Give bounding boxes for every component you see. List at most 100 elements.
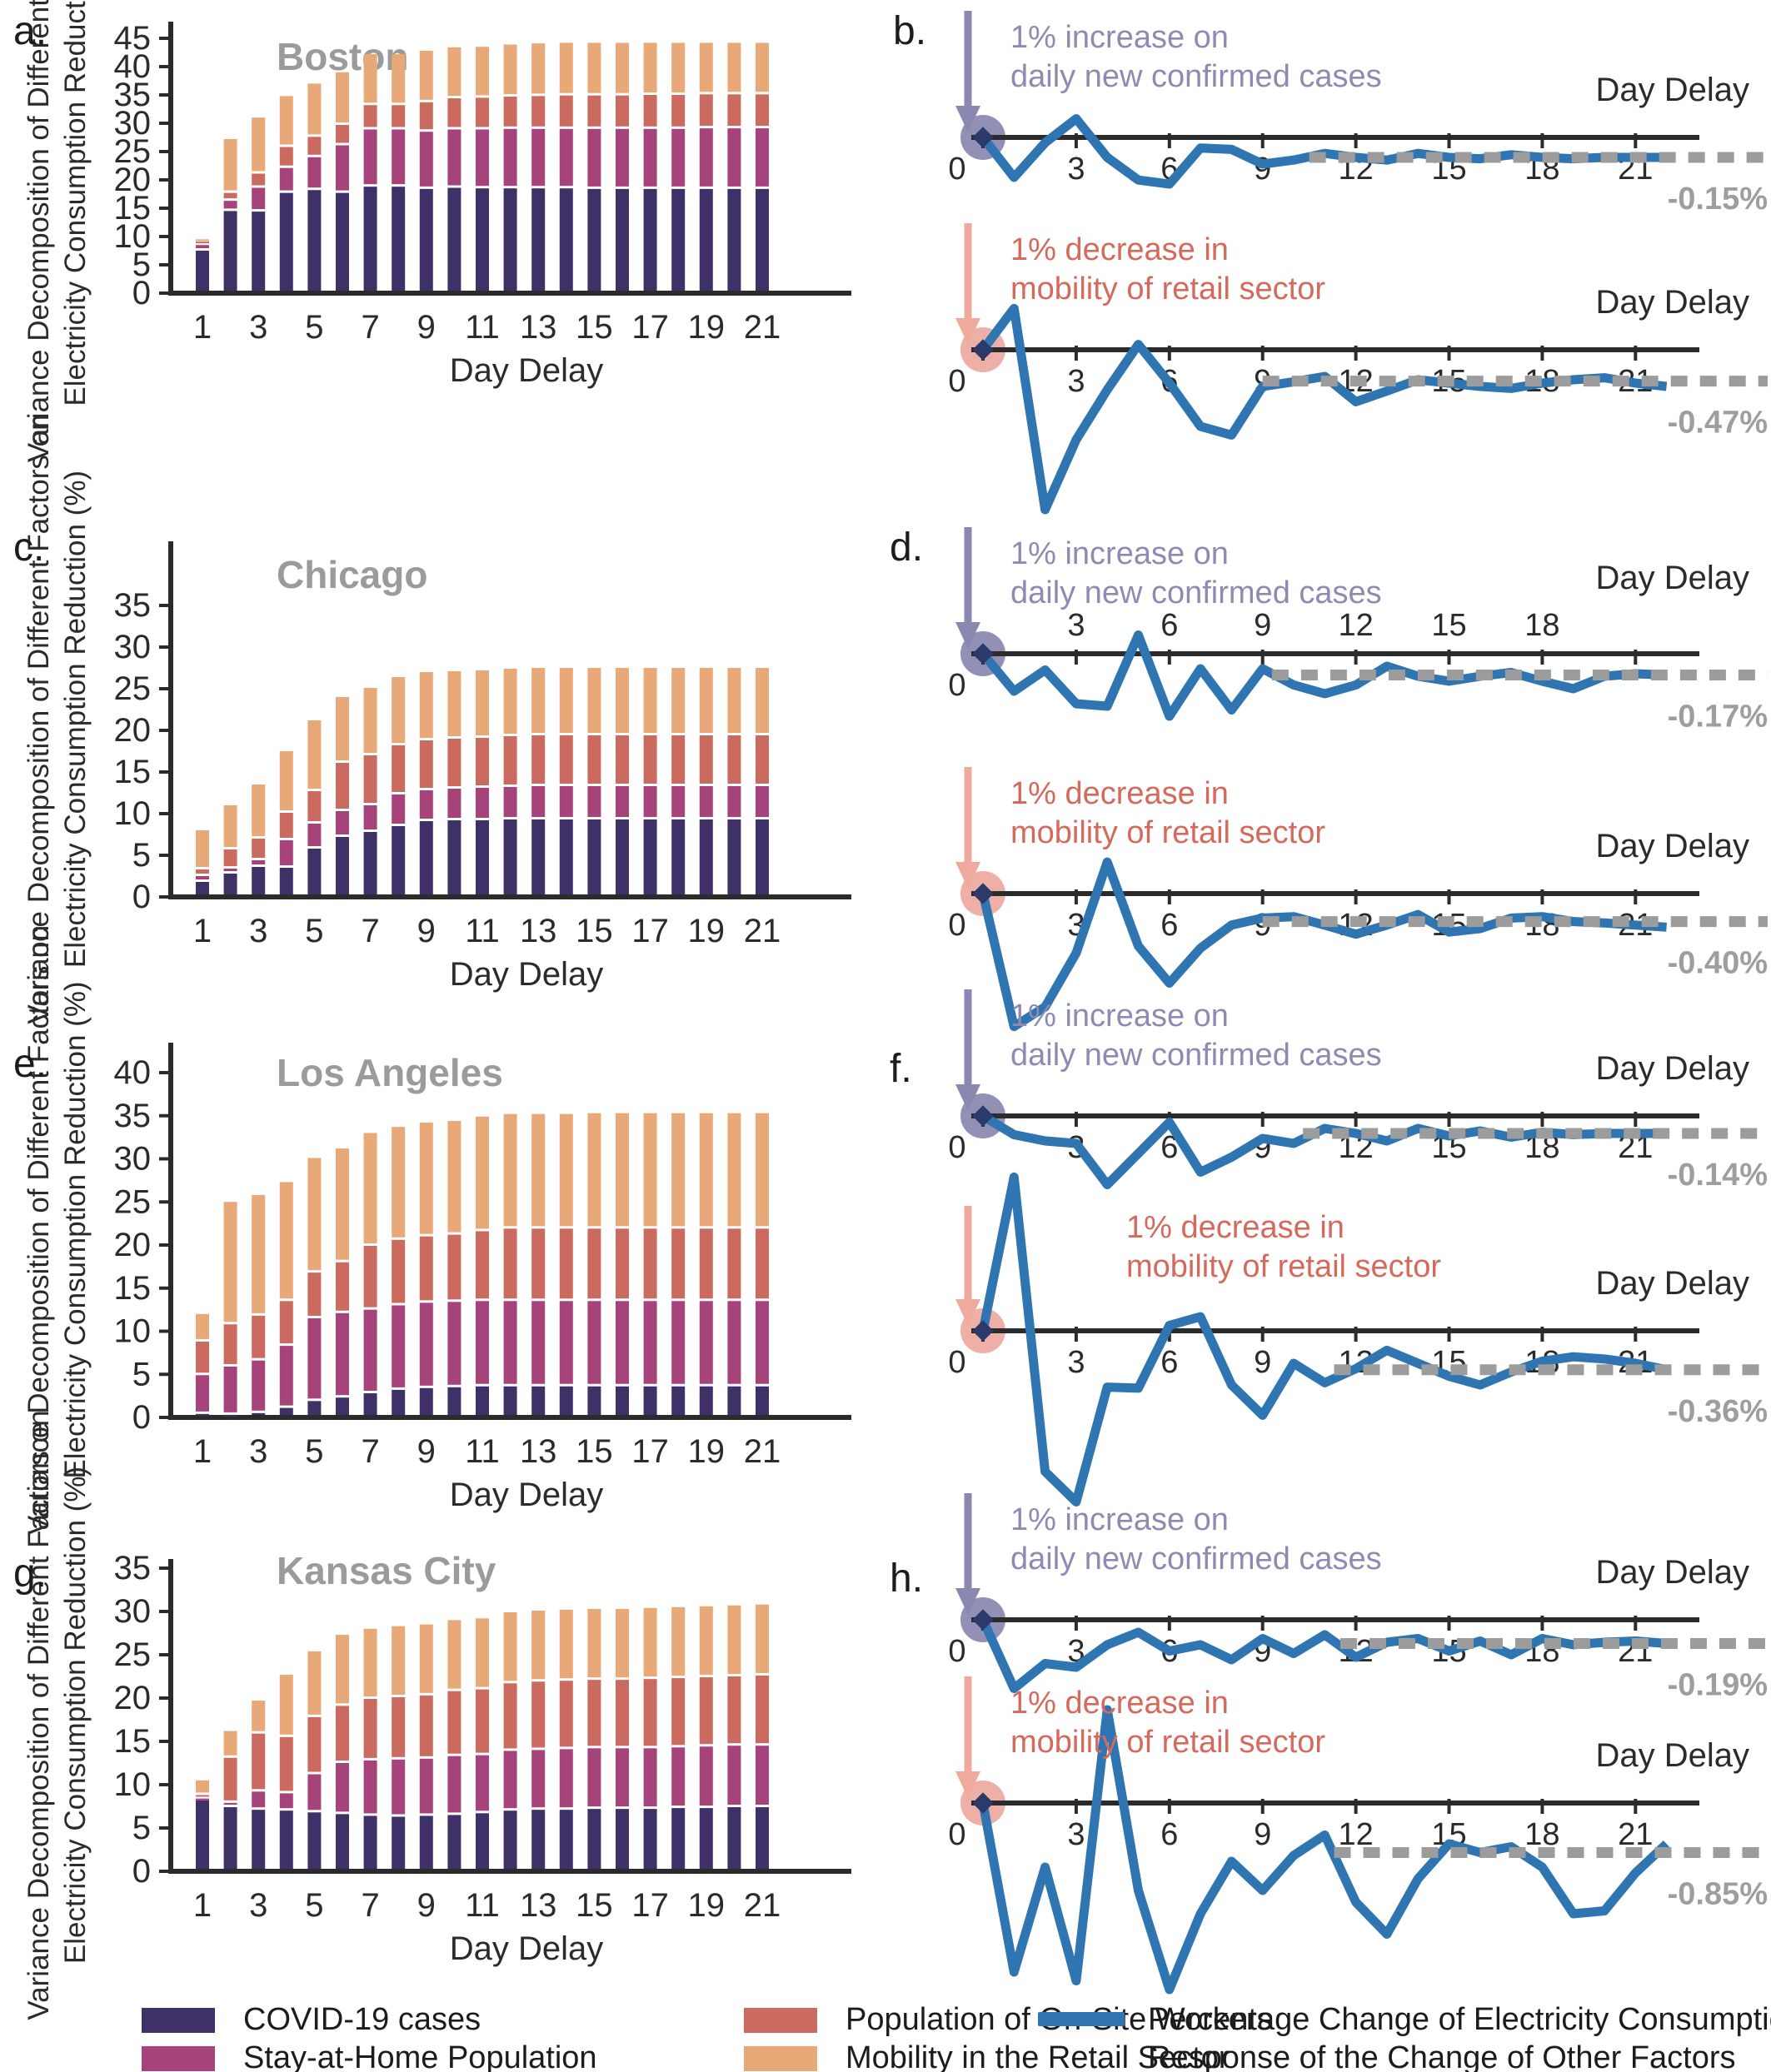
bar-segment	[756, 819, 769, 894]
bar-segment	[307, 1716, 322, 1772]
bar-segment	[363, 688, 377, 753]
bar-segment	[643, 1301, 657, 1384]
bar-segment	[223, 1202, 237, 1322]
bar-segment	[559, 1749, 573, 1808]
bar-segment	[279, 1182, 293, 1299]
impulse-tick-label: 0	[948, 364, 965, 399]
panel-letter-e: e.	[13, 1042, 47, 1086]
impulse-tick-label: 15	[1431, 608, 1466, 643]
impulse-tick-label: 3	[1067, 364, 1085, 399]
bar-segment	[587, 1680, 601, 1746]
bar-segment	[503, 736, 517, 784]
impulse-response-line	[979, 630, 1667, 721]
bar-segment	[756, 1675, 769, 1744]
bar-segment	[587, 1748, 601, 1807]
bar-segment	[531, 819, 546, 894]
x-tick-label: 11	[465, 309, 500, 346]
bar-segment	[392, 1239, 406, 1303]
bar-segment	[392, 1127, 406, 1238]
impulse-response-line	[978, 1617, 1668, 1693]
y-tick-label: 0	[132, 1853, 151, 1890]
bar-segment	[671, 188, 686, 291]
bar-segment	[279, 1301, 293, 1344]
legend-item-response-line: Percentage Change of Electricity Consump…	[1038, 2000, 1771, 2072]
bar-segment	[727, 1301, 741, 1384]
impulse-tick-label: 6	[1160, 1817, 1178, 1852]
impulse-response-line	[979, 114, 1667, 189]
bar-segment	[671, 735, 686, 784]
bar-segment	[447, 1234, 461, 1300]
bar-segment	[587, 735, 601, 784]
bar-segment	[419, 1123, 433, 1234]
impulse-arrowhead-icon	[955, 1299, 980, 1326]
bar-segment	[447, 820, 461, 894]
x-tick-label: 11	[465, 913, 500, 949]
bar-segment	[643, 1748, 657, 1807]
day-delay-label: Day Delay	[1595, 828, 1749, 864]
bar-segment	[616, 735, 629, 784]
bar-segment	[476, 820, 489, 894]
x-tick-label: 3	[249, 1433, 267, 1470]
bar-segment	[616, 1809, 629, 1869]
bar-segment	[476, 188, 489, 291]
impulse-tick-label: 0	[948, 668, 965, 703]
bar-segment	[616, 819, 629, 894]
bar-segment	[279, 167, 293, 191]
bar-segment	[363, 1246, 377, 1307]
bar-segment	[476, 47, 489, 96]
bar-segment	[392, 745, 406, 792]
x-tick-label: 13	[520, 309, 557, 346]
bar-segment	[476, 670, 489, 735]
impulse-tick-label: 9	[1254, 1345, 1271, 1380]
bar-segment	[503, 1811, 517, 1869]
bar-segment	[531, 1610, 546, 1680]
bar-segment	[503, 1228, 517, 1299]
bar-segment	[447, 1691, 461, 1754]
bar-segment	[616, 1386, 629, 1415]
y-tick-label: 20	[114, 1680, 152, 1716]
bar-segment	[476, 1301, 489, 1384]
bar-segment	[279, 1674, 293, 1735]
bar-segment	[447, 98, 461, 127]
impulse-tick-label: 6	[1160, 1345, 1178, 1380]
asymptote-label: -0.40%	[1668, 946, 1768, 981]
bar-segment	[756, 1746, 769, 1806]
impulse-tick-label: 6	[1160, 1130, 1178, 1165]
asymptote-label: -0.15%	[1668, 182, 1768, 217]
bar-segment	[279, 1407, 293, 1415]
y-tick-label: 20	[114, 162, 152, 198]
onsite-swatch-icon	[744, 2007, 817, 2033]
bar-segment	[252, 1791, 266, 1808]
asymptote-label: -0.14%	[1668, 1158, 1768, 1193]
bar-segment	[419, 1624, 433, 1693]
bar-segment	[727, 128, 741, 187]
bar-segment	[419, 102, 433, 130]
bar-segment	[671, 1301, 686, 1384]
bar-segment	[587, 1386, 601, 1415]
y-axis-label-line1: Variance Decomposition of Different Fact…	[22, 925, 55, 1535]
bar-segment	[476, 129, 489, 187]
bar-segment	[699, 128, 713, 187]
bar-segment	[196, 245, 209, 248]
retail-swatch-icon	[744, 2045, 817, 2071]
bar-segment	[727, 1746, 741, 1806]
bar-segment	[727, 819, 741, 894]
bar-segment	[587, 786, 601, 817]
bar-segment	[559, 42, 573, 93]
bar-segment	[252, 1412, 266, 1415]
y-tick-label: 15	[114, 754, 152, 790]
bar-segment	[643, 1679, 657, 1746]
bar-segment	[503, 97, 517, 127]
x-tick-label: 7	[361, 309, 379, 346]
bar-segment	[196, 242, 209, 244]
x-tick-label: 9	[417, 1433, 436, 1470]
bar-segment	[643, 188, 657, 291]
bar-segment	[279, 813, 293, 838]
bar-segment	[616, 1301, 629, 1384]
legend-line-label-2: Response of the Change of Other Factors	[1148, 2040, 1736, 2072]
bar-segment	[531, 1750, 546, 1808]
bar-segment	[503, 787, 517, 817]
asymptote-label: -0.47%	[1668, 406, 1768, 441]
bar-segment	[336, 192, 349, 291]
bar-segment	[727, 786, 741, 817]
